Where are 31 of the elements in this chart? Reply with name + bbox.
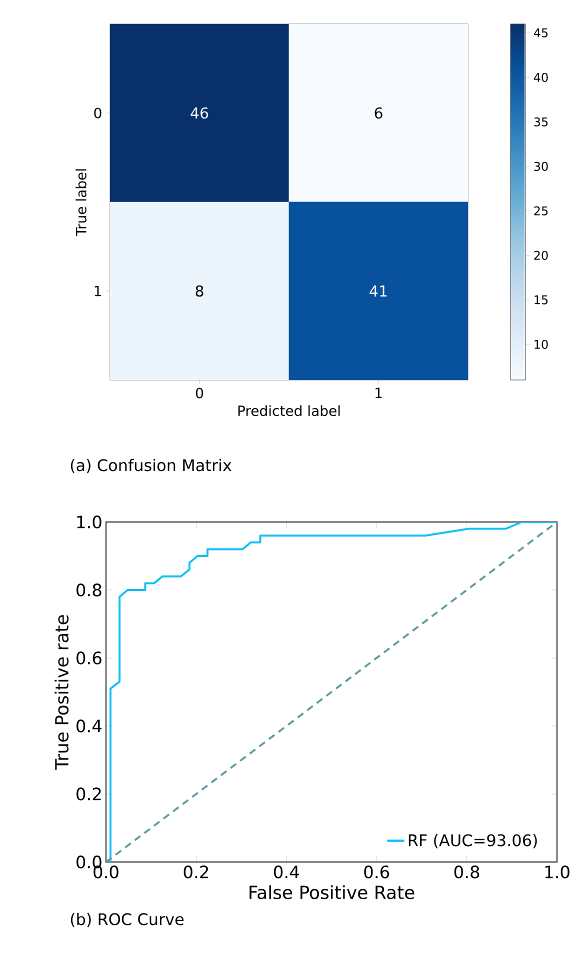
data-label: 6: [374, 107, 382, 119]
y-tick-label: 0: [94, 108, 102, 118]
color-bar-label: 20: [534, 250, 548, 260]
color-bar-label: 45: [534, 28, 548, 38]
x-tick-label: 0.6: [364, 866, 390, 878]
x-tick-label: 1.0: [545, 866, 570, 878]
y-tick-label: 0.4: [76, 720, 102, 732]
y-tick-label: 0.6: [76, 652, 102, 664]
y-axis-title: True label: [76, 169, 86, 236]
data-label: 8: [196, 285, 204, 297]
x-axis-title: Predicted label: [238, 405, 340, 416]
color-bar-label: 10: [534, 340, 548, 349]
x-axis-title: False Positive Rate: [250, 885, 414, 900]
color-bar-label: 25: [534, 206, 548, 216]
y-tick-label: 0.2: [76, 788, 101, 800]
color-bar-label: 30: [534, 162, 548, 171]
text: (b) ROC Curve: [70, 912, 184, 928]
legend-label: RF (AUC=93.06): [408, 834, 537, 848]
x-tick-label: 0.8: [454, 866, 480, 878]
y-tick-label: 1: [94, 286, 101, 296]
y-tick-label: 1.0: [77, 516, 102, 528]
color-bar-label: 35: [534, 117, 548, 126]
data-label: 41: [370, 286, 387, 296]
color-bar-label: 15: [534, 295, 548, 304]
text: (a) Confusion Matrix: [70, 458, 232, 474]
color-bar-label: 40: [534, 72, 548, 82]
x-tick-label: 0.2: [184, 866, 208, 878]
y-axis-title: True Positive rate: [54, 615, 69, 770]
x-tick-label: 0.4: [274, 866, 299, 878]
y-tick-label: 0.8: [76, 584, 102, 596]
data-label: 46: [190, 107, 208, 119]
